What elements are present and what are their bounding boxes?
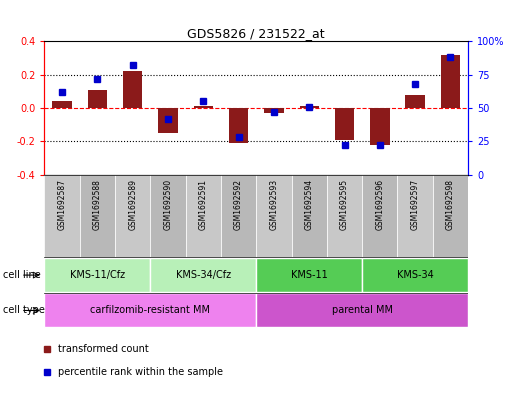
- Text: GSM1692595: GSM1692595: [340, 179, 349, 230]
- Text: GSM1692588: GSM1692588: [93, 179, 102, 230]
- Text: transformed count: transformed count: [58, 344, 149, 354]
- Text: KMS-34: KMS-34: [397, 270, 434, 280]
- Bar: [44, 258, 151, 292]
- Bar: [79, 175, 115, 257]
- Bar: [256, 175, 292, 257]
- Bar: [433, 175, 468, 257]
- Bar: [151, 175, 186, 257]
- Bar: [256, 258, 362, 292]
- Bar: [221, 175, 256, 257]
- Text: cell type: cell type: [3, 305, 44, 316]
- Text: GSM1692590: GSM1692590: [164, 179, 173, 230]
- Bar: [335, 108, 354, 140]
- Bar: [88, 90, 107, 108]
- Bar: [256, 294, 468, 327]
- Bar: [52, 101, 72, 108]
- Text: GSM1692596: GSM1692596: [376, 179, 384, 230]
- Bar: [44, 175, 79, 257]
- Text: parental MM: parental MM: [332, 305, 393, 316]
- Bar: [362, 175, 397, 257]
- Text: carfilzomib-resistant MM: carfilzomib-resistant MM: [90, 305, 210, 316]
- Title: GDS5826 / 231522_at: GDS5826 / 231522_at: [187, 27, 325, 40]
- Text: GSM1692592: GSM1692592: [234, 179, 243, 230]
- Text: GSM1692591: GSM1692591: [199, 179, 208, 230]
- Text: KMS-34/Cfz: KMS-34/Cfz: [176, 270, 231, 280]
- Bar: [151, 258, 256, 292]
- Bar: [370, 108, 390, 145]
- Text: GSM1692594: GSM1692594: [305, 179, 314, 230]
- Bar: [229, 108, 248, 143]
- Bar: [44, 294, 256, 327]
- Text: KMS-11/Cfz: KMS-11/Cfz: [70, 270, 125, 280]
- Text: GSM1692597: GSM1692597: [411, 179, 419, 230]
- Bar: [405, 95, 425, 108]
- Bar: [194, 107, 213, 108]
- Bar: [441, 55, 460, 108]
- Text: GSM1692589: GSM1692589: [128, 179, 137, 230]
- Text: GSM1692593: GSM1692593: [269, 179, 278, 230]
- Text: GSM1692598: GSM1692598: [446, 179, 455, 230]
- Bar: [300, 107, 319, 108]
- Bar: [123, 71, 142, 108]
- Bar: [397, 175, 433, 257]
- Text: percentile rank within the sample: percentile rank within the sample: [58, 367, 222, 377]
- Text: GSM1692587: GSM1692587: [58, 179, 66, 230]
- Bar: [186, 175, 221, 257]
- Bar: [292, 175, 327, 257]
- Bar: [362, 258, 468, 292]
- Bar: [264, 108, 283, 113]
- Bar: [158, 108, 178, 133]
- Bar: [327, 175, 362, 257]
- Text: KMS-11: KMS-11: [291, 270, 327, 280]
- Text: cell line: cell line: [3, 270, 40, 280]
- Bar: [115, 175, 151, 257]
